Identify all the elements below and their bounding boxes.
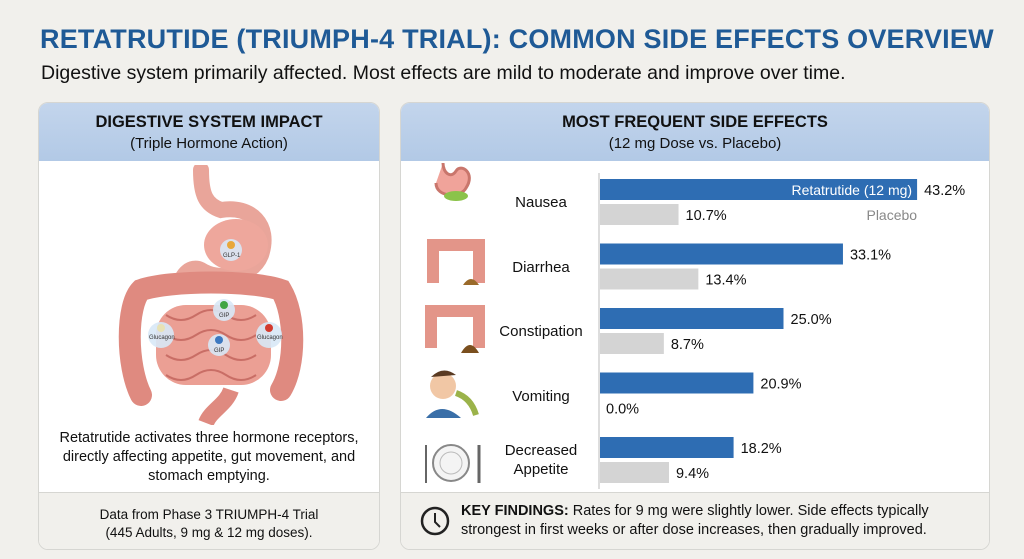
key-findings-box: KEY FINDINGS: Rates for 9 mg were slight…: [401, 492, 989, 549]
side-effects-panel: MOST FREQUENT SIDE EFFECTS (12 mg Dose v…: [400, 102, 990, 550]
footer-line-1: Data from Phase 3 TRIUMPH-4 Trial: [99, 507, 319, 522]
footer-line-2: (445 Adults, 9 mg & 12 mg doses).: [105, 525, 313, 540]
value-label: 33.1%: [850, 248, 891, 264]
vomiting-person-icon: [426, 370, 479, 418]
category-label: Decreased Appetite: [504, 442, 578, 478]
key-findings-body: Rates for 9 mg were slightly lower. Side…: [461, 503, 929, 538]
value-label: 43.2%: [924, 183, 965, 199]
svg-text:GLP-1: GLP-1: [223, 253, 241, 259]
constipation-icon: [425, 305, 485, 353]
retatrutide-bar: [600, 437, 734, 458]
svg-text:Glucagon: Glucagon: [257, 335, 283, 341]
panel-title: DIGESTIVE SYSTEM IMPACT: [95, 113, 323, 131]
value-label: 13.4%: [705, 273, 746, 289]
category-label: Vomiting: [512, 387, 570, 405]
retatrutide-bar: [600, 372, 754, 394]
svg-text:Glucagon: Glucagon: [149, 335, 175, 341]
panel-subtitle: (Triple Hormone Action): [130, 135, 288, 152]
panel-subtitle: (12 mg Dose vs. Placebo): [608, 135, 782, 152]
value-label: 8.7%: [671, 337, 704, 353]
svg-text:GIP: GIP: [219, 313, 229, 319]
retatrutide-bar: [600, 179, 918, 200]
side-effects-bar-chart: 43.2% 10.7% 33.1% 13.4% 25.0% 8.7% 20.9% 0.0% 18…: [425, 162, 965, 489]
panel-title: MOST FREQUENT SIDE EFFECTS: [562, 113, 828, 131]
plate-cutlery-icon: [425, 444, 481, 483]
value-label: 10.7%: [686, 208, 727, 224]
retatrutide-bar: [600, 243, 843, 265]
large-intestine-icon: [427, 239, 485, 285]
legend-placebo: Placebo: [866, 207, 917, 223]
placebo-bar: [600, 204, 679, 225]
page-subtitle: Digestive system primarily affected. Mos…: [41, 62, 846, 84]
digestive-system-illustration: GLP-1 GIP GIP Glucagon Glucagon: [118, 165, 304, 425]
mechanism-caption: Retatrutide activates three hormone rece…: [59, 430, 359, 484]
svg-text:GIP: GIP: [214, 348, 224, 354]
clock-icon: [420, 506, 450, 536]
stomach-icon: [434, 162, 471, 201]
data-source-footer: Data from Phase 3 TRIUMPH-4 Trial (445 A…: [39, 492, 379, 549]
key-findings-text: KEY FINDINGS: Rates for 9 mg were slight…: [461, 502, 971, 540]
category-label: Constipation: [499, 323, 583, 340]
category-label: Nausea: [515, 194, 567, 211]
page-title: RETATRUTIDE (TRIUMPH-4 TRIAL): COMMON SI…: [40, 24, 994, 54]
placebo-bar: [600, 333, 664, 354]
legend-retatrutide: Retatrutide (12 mg): [791, 182, 912, 198]
category-label: Diarrhea: [512, 258, 570, 276]
placebo-bar: [600, 268, 699, 290]
panel-header: MOST FREQUENT SIDE EFFECTS (12 mg Dose v…: [401, 103, 989, 161]
key-findings-label: KEY FINDINGS:: [461, 503, 569, 519]
placebo-bar: [600, 462, 669, 483]
digestive-impact-panel: DIGESTIVE SYSTEM IMPACT (Triple Hormone …: [38, 102, 380, 550]
retatrutide-bar: [600, 308, 784, 329]
value-label: 9.4%: [676, 466, 709, 482]
panel-header: DIGESTIVE SYSTEM IMPACT (Triple Hormone …: [39, 103, 379, 161]
value-label: 18.2%: [741, 441, 782, 457]
value-label: 25.0%: [791, 312, 832, 328]
receptor-markers: GLP-1 GIP GIP Glucagon Glucagon: [148, 239, 283, 356]
value-label: 20.9%: [760, 377, 801, 393]
value-label: 0.0%: [606, 402, 639, 418]
